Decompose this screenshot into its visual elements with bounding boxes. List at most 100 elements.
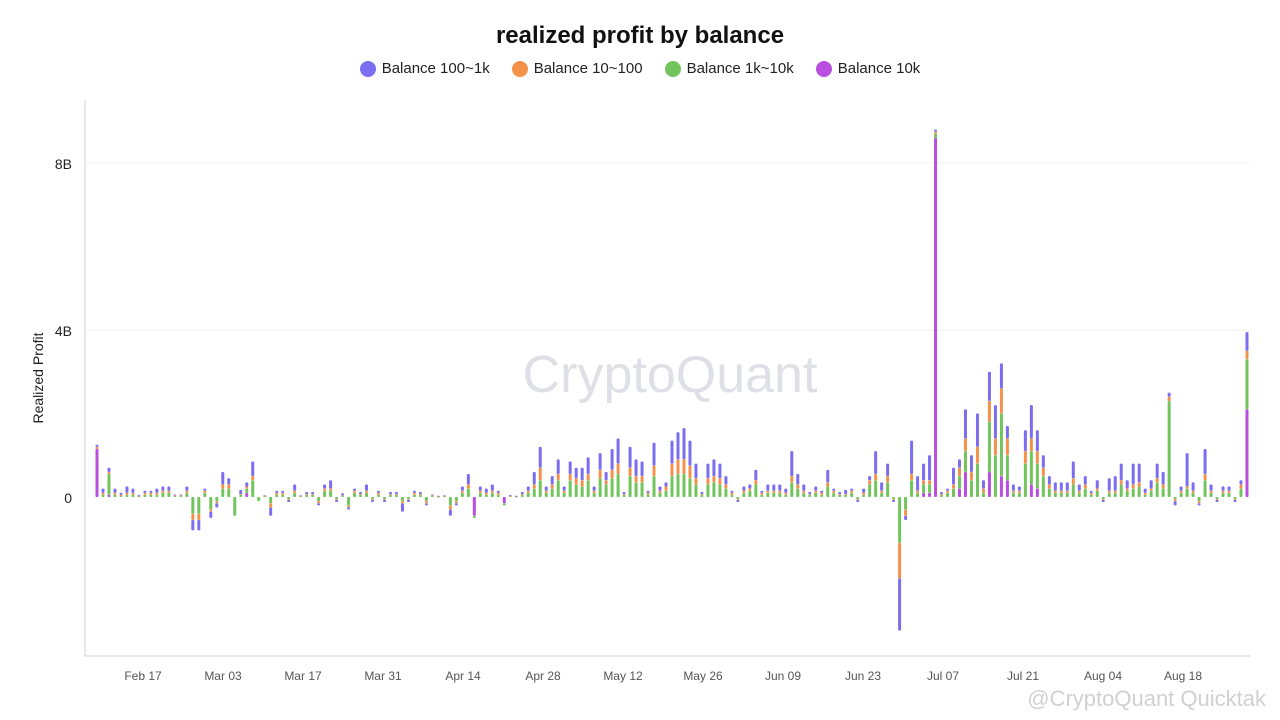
- bar-segment: [628, 467, 632, 477]
- bar-segment: [484, 492, 488, 495]
- bar-segment: [388, 494, 392, 497]
- bar-segment: [131, 488, 135, 493]
- bar-segment: [430, 495, 434, 497]
- bar-segment: [946, 492, 950, 497]
- bar-segment: [227, 478, 231, 485]
- bar-segment: [1089, 490, 1093, 493]
- bar-segment: [371, 499, 375, 503]
- bar-segment: [490, 484, 494, 491]
- legend-item[interactable]: Balance 10k: [815, 60, 920, 77]
- bar-segment: [502, 503, 506, 506]
- bar-segment: [341, 493, 345, 496]
- bar-segment: [95, 444, 99, 447]
- bar-segment: [1173, 499, 1177, 502]
- bar-segment: [269, 497, 273, 504]
- bar-segment: [161, 486, 165, 491]
- bar-segment: [209, 509, 213, 512]
- bar-segment: [329, 490, 333, 497]
- bar-segment: [257, 497, 261, 502]
- bar-segment: [712, 459, 716, 477]
- bar-segment: [107, 467, 111, 472]
- bar-segment: [670, 463, 674, 477]
- bar-segment: [688, 465, 692, 479]
- bar-segment: [1161, 488, 1165, 497]
- x-tick-label: Feb 17: [124, 669, 162, 683]
- bar-segment: [718, 463, 722, 479]
- bar-segment: [1017, 490, 1021, 493]
- bar-segment: [580, 480, 584, 487]
- legend-item[interactable]: Balance 100~1k: [359, 60, 490, 77]
- bar-segment: [1089, 494, 1093, 497]
- bar-segment: [646, 492, 650, 495]
- bar-segment: [880, 492, 884, 497]
- legend-item[interactable]: Balance 1k~10k: [664, 60, 794, 77]
- bar-segment: [1089, 492, 1093, 495]
- bar-segment: [856, 499, 860, 500]
- bar-segment: [1011, 492, 1015, 497]
- bar-segment: [275, 490, 279, 493]
- bar-segment: [622, 494, 626, 497]
- bar-segment: [796, 474, 800, 485]
- bar-segment: [1155, 463, 1159, 479]
- bar-segment: [1035, 451, 1039, 464]
- bar-segment: [359, 494, 363, 495]
- bar-segment: [400, 497, 404, 502]
- bar-segment: [868, 476, 872, 481]
- bar-segment: [1149, 490, 1153, 497]
- bar-segment: [796, 484, 800, 489]
- bar-segment: [544, 492, 548, 497]
- bar-segment: [910, 480, 914, 497]
- bar-segment: [191, 497, 195, 514]
- bar-segment: [131, 492, 135, 495]
- bar-segment: [1029, 405, 1033, 439]
- bar-segment: [814, 492, 818, 497]
- bar-segment: [724, 488, 728, 497]
- bar-segment: [341, 496, 345, 497]
- bar-segment: [604, 480, 608, 485]
- bar-segment: [1179, 490, 1183, 493]
- bar-segment: [802, 484, 806, 491]
- bar-segment: [197, 513, 201, 520]
- bar-segment: [215, 503, 219, 508]
- bar-segment: [958, 459, 961, 468]
- bar-segment: [999, 413, 1003, 477]
- bar-segment: [778, 490, 782, 493]
- bar-segment: [981, 480, 985, 489]
- bar-segment: [826, 486, 830, 497]
- legend-item[interactable]: Balance 10~100: [511, 60, 643, 77]
- bar-segment: [1245, 409, 1249, 497]
- bar-segment: [682, 459, 686, 475]
- bar-segment: [526, 486, 530, 491]
- bar-segment: [604, 471, 608, 481]
- legend-dot: [815, 60, 832, 77]
- bar-segment: [245, 492, 249, 497]
- bar-segment: [227, 484, 231, 489]
- bar-segment: [388, 494, 392, 495]
- bar-segment: [724, 476, 728, 485]
- bar-segment: [221, 484, 225, 489]
- bar-segment: [628, 446, 632, 468]
- bar-segment: [958, 467, 961, 477]
- bar-segment: [502, 497, 506, 504]
- bar-segment: [664, 482, 668, 487]
- bar-segment: [185, 492, 189, 497]
- bar-segment: [119, 492, 123, 495]
- bar-segment: [1005, 426, 1009, 439]
- y-tick-label: 8B: [55, 156, 72, 172]
- bar-segment: [616, 474, 620, 497]
- bar-segment: [478, 492, 482, 497]
- bar-segment: [113, 494, 117, 497]
- bar-segment: [137, 494, 141, 496]
- bar-segment: [634, 482, 638, 497]
- bar-segment: [1227, 490, 1231, 493]
- bar-segment: [1005, 455, 1009, 481]
- bar-segment: [454, 503, 458, 506]
- bar-segment: [1059, 492, 1063, 497]
- bar-segment: [850, 488, 854, 491]
- bar-segment: [963, 451, 967, 472]
- bar-segment: [634, 476, 638, 483]
- bar-segment: [886, 463, 890, 477]
- bar-segment: [155, 492, 159, 495]
- bar-segment: [706, 484, 710, 497]
- bar-segment: [832, 490, 836, 493]
